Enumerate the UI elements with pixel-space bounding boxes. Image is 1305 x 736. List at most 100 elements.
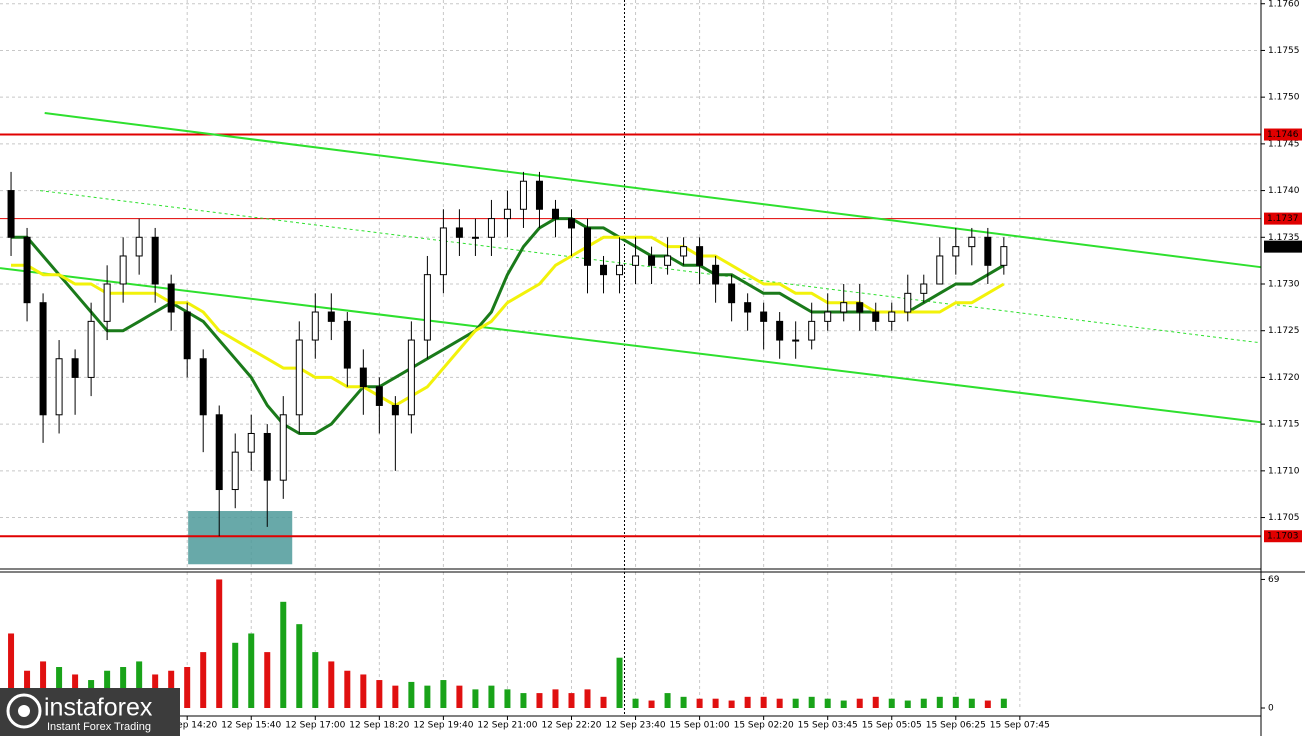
volume-bar bbox=[760, 696, 767, 708]
volume-bar bbox=[808, 696, 815, 708]
logo-icon bbox=[6, 693, 42, 729]
candle-body bbox=[455, 227, 463, 238]
volume-bar bbox=[968, 698, 975, 708]
level-label: 1.1703 bbox=[1267, 532, 1299, 542]
volume-bar bbox=[40, 661, 47, 708]
candle-body bbox=[359, 367, 367, 388]
candle-body bbox=[856, 302, 864, 313]
moving-average bbox=[11, 235, 1005, 407]
volume-bar bbox=[872, 696, 879, 708]
candle-body bbox=[680, 246, 688, 257]
volume-bar bbox=[568, 693, 575, 708]
volume-bar bbox=[440, 680, 447, 708]
candle-body bbox=[231, 451, 239, 491]
logo-icon bbox=[18, 705, 30, 717]
volume-bar bbox=[184, 667, 191, 708]
candle-body bbox=[551, 208, 559, 220]
volume-bar bbox=[888, 698, 895, 708]
candle-body bbox=[600, 264, 608, 276]
candle-body bbox=[7, 190, 15, 238]
volume-bar bbox=[280, 601, 287, 708]
x-tick-label: 12 Sep 22:20 bbox=[541, 721, 601, 731]
candle-body bbox=[167, 283, 175, 313]
volume-bar bbox=[392, 685, 399, 708]
volume-tick-label: 69 bbox=[1268, 575, 1280, 585]
candle-body bbox=[423, 274, 431, 341]
candle-body bbox=[584, 227, 592, 266]
candle-body bbox=[295, 339, 303, 416]
candle-body bbox=[103, 283, 111, 322]
candle-body bbox=[648, 255, 656, 266]
candle-body bbox=[824, 311, 832, 322]
y-tick-label: 1.1755 bbox=[1268, 46, 1300, 56]
candle-body bbox=[327, 311, 335, 322]
volume-bar bbox=[296, 624, 303, 708]
volume-bar bbox=[824, 698, 831, 708]
volume-bar bbox=[424, 685, 431, 708]
level-label-box bbox=[1264, 212, 1302, 225]
volume-bar bbox=[584, 689, 591, 708]
volume-bar bbox=[552, 689, 559, 708]
volume-bar bbox=[728, 700, 735, 708]
last-price-box bbox=[1264, 240, 1302, 253]
volume-bar bbox=[8, 633, 15, 708]
candle-body bbox=[904, 292, 912, 313]
volume-bar bbox=[1000, 698, 1007, 708]
trend-line bbox=[39, 190, 1262, 344]
volume-bar bbox=[328, 661, 335, 708]
volume-bar bbox=[856, 698, 863, 708]
volume-bar bbox=[344, 670, 351, 708]
volume-bar bbox=[744, 696, 751, 708]
plot-layer bbox=[0, 0, 1262, 716]
candle-body bbox=[1000, 246, 1008, 266]
volume-bar bbox=[648, 700, 655, 708]
highlight-box bbox=[188, 511, 293, 565]
candle-body bbox=[696, 246, 704, 266]
candle-body bbox=[840, 302, 848, 313]
candle-body bbox=[87, 320, 95, 378]
volume-bar bbox=[904, 700, 911, 708]
x-tick-label: 12 Sep 14:20 bbox=[157, 721, 217, 731]
x-tick-label: 12 Sep 21:00 bbox=[477, 721, 537, 731]
level-label: 1.1737 bbox=[1267, 214, 1299, 224]
candle-body bbox=[760, 311, 768, 322]
volume-bar bbox=[792, 698, 799, 708]
candle-body bbox=[135, 236, 143, 257]
x-tick-label: 15 Sep 06:25 bbox=[926, 721, 986, 731]
candle-body bbox=[487, 218, 495, 238]
candle-body bbox=[744, 302, 752, 313]
candle-body bbox=[471, 236, 479, 239]
moving-average bbox=[11, 217, 1005, 435]
volume-bar bbox=[136, 661, 143, 708]
level-label: 1.1746 bbox=[1267, 130, 1299, 140]
x-tick-label: 15 Sep 02:20 bbox=[734, 721, 794, 731]
volume-bar bbox=[376, 680, 383, 708]
candle-body bbox=[632, 255, 640, 266]
candle-body bbox=[567, 218, 575, 229]
candle-body bbox=[407, 339, 415, 416]
candle-body bbox=[263, 432, 271, 481]
candle-body bbox=[439, 227, 447, 276]
y-tick-label: 1.1730 bbox=[1268, 280, 1300, 290]
last-price-label: 1.1734 bbox=[1267, 242, 1299, 252]
y-tick-label: 1.1705 bbox=[1268, 513, 1300, 523]
volume-bar bbox=[200, 652, 207, 708]
y-tick-label: 1.1735 bbox=[1268, 233, 1300, 243]
candle-body bbox=[616, 264, 624, 276]
candle-body bbox=[984, 236, 992, 266]
volume-tick-label: 0 bbox=[1268, 704, 1274, 714]
volume-bar bbox=[664, 693, 671, 708]
volume-bar bbox=[920, 698, 927, 708]
candle-body bbox=[391, 404, 399, 416]
volume-bar bbox=[680, 696, 687, 708]
trend-line bbox=[0, 267, 1262, 424]
candle-body bbox=[39, 302, 47, 416]
candle-body bbox=[55, 358, 63, 416]
candle-body bbox=[952, 246, 960, 257]
logo-tagline: Instant Forex Trading bbox=[47, 721, 151, 733]
candle-body bbox=[23, 236, 31, 304]
candle-body bbox=[920, 283, 928, 294]
